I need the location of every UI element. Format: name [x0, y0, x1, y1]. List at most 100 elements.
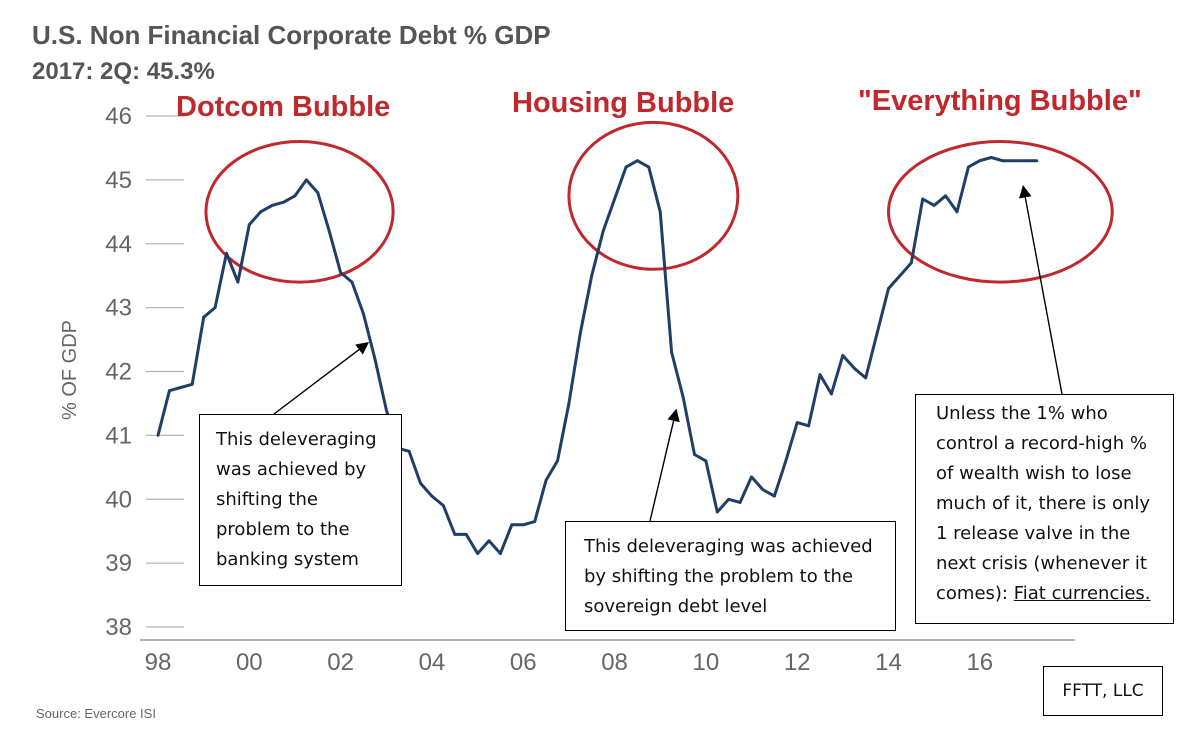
- data-point: [464, 532, 468, 536]
- data-point: [715, 510, 719, 514]
- x-tick-label: 98: [145, 649, 172, 676]
- data-point: [168, 389, 171, 393]
- data-point: [247, 223, 251, 226]
- data-point: [670, 350, 674, 354]
- data-point: [852, 366, 856, 370]
- data-point: [476, 552, 479, 555]
- bubble-circle: [204, 140, 395, 284]
- data-point: [578, 331, 582, 335]
- data-point: [499, 552, 502, 555]
- annotation-line: control a record-high %: [936, 433, 1147, 454]
- y-tick-label: 38: [105, 614, 132, 641]
- x-tick-label: 04: [419, 649, 446, 676]
- data-point: [453, 532, 457, 536]
- annotation-line: comes): Fiat currencies.: [936, 583, 1151, 604]
- annotation-line: This deleveraging was achieved: [584, 536, 873, 557]
- data-point: [179, 386, 183, 389]
- credit-text: FFTT, LLC: [1062, 681, 1144, 701]
- source-note: Source: Evercore ISI: [36, 706, 156, 721]
- data-point: [270, 204, 274, 207]
- chart-title: U.S. Non Financial Corporate Debt % GDP: [32, 20, 551, 50]
- x-tick-label: 10: [693, 649, 720, 676]
- data-point: [750, 475, 753, 479]
- data-point: [327, 229, 331, 233]
- data-point: [213, 306, 217, 310]
- annotation-arrow: [1019, 185, 1063, 395]
- data-point: [510, 523, 514, 527]
- data-point: [875, 331, 879, 335]
- data-point: [818, 373, 822, 377]
- x-tick-label: 00: [236, 649, 263, 676]
- data-point: [944, 194, 947, 198]
- y-tick-label: 42: [105, 359, 132, 386]
- data-point: [202, 315, 206, 319]
- data-point: [898, 274, 902, 278]
- annotation-box-sovereign: This deleveraging was achieved by shiftin…: [565, 521, 896, 631]
- credit-box: FFTT, LLC: [1043, 666, 1163, 716]
- annotation-arrows: [273, 185, 1063, 522]
- data-point: [635, 159, 639, 163]
- y-tick-label: 43: [105, 295, 132, 322]
- annotation-line: shifting the: [216, 489, 318, 510]
- series-line-debt-gdp: [156, 156, 1037, 555]
- data-point: [624, 165, 628, 169]
- y-tick-label: 40: [105, 486, 132, 513]
- data-point: [921, 197, 925, 201]
- data-point: [544, 478, 548, 482]
- data-point: [601, 229, 605, 233]
- annotation-line: Unless the 1% who: [936, 403, 1108, 424]
- annotation-arrow: [273, 341, 370, 415]
- data-point: [441, 504, 445, 508]
- data-point: [864, 376, 868, 380]
- annotation-line: problem to the: [216, 519, 350, 540]
- bubble-label: "Everything Bubble": [858, 85, 1142, 117]
- x-tick-label: 12: [784, 649, 811, 676]
- y-tick-label: 45: [105, 167, 132, 194]
- annotation-line: banking system: [216, 549, 359, 570]
- annotation-line: of wealth wish to lose: [936, 463, 1132, 484]
- data-point: [613, 197, 616, 201]
- bubble-circle: [887, 140, 1114, 284]
- annotation-emphasis: Fiat currencies.: [1013, 583, 1151, 604]
- data-point: [304, 178, 308, 182]
- data-point: [830, 392, 833, 396]
- y-tick-label: 46: [105, 103, 132, 130]
- data-point: [807, 424, 811, 428]
- data-point: [259, 210, 263, 214]
- y-axis: 38 39 40 41 42 43 44 45 46: [105, 103, 184, 641]
- data-point: [738, 501, 742, 504]
- data-point: [384, 408, 388, 412]
- annotation-line: sovereign debt level: [584, 596, 768, 617]
- data-point: [407, 449, 411, 453]
- x-tick-label: 14: [875, 649, 902, 676]
- data-point: [293, 194, 297, 198]
- annotation-arrow: [649, 408, 680, 522]
- series-points: [156, 156, 1039, 555]
- data-point: [727, 497, 731, 501]
- data-point: [225, 251, 228, 255]
- annotation-line: This deleveraging: [216, 429, 377, 450]
- y-tick-label: 44: [105, 231, 132, 258]
- data-point: [430, 494, 434, 498]
- data-point: [795, 421, 799, 424]
- data-point: [1035, 159, 1039, 163]
- data-point: [362, 312, 365, 316]
- data-point: [236, 280, 240, 284]
- data-point: [567, 402, 571, 405]
- data-point: [282, 200, 285, 204]
- data-point: [693, 453, 696, 456]
- x-axis: 98 00 02 04 06 08 10 12 14 16: [140, 639, 1075, 676]
- data-point: [156, 433, 160, 437]
- data-point: [373, 357, 377, 361]
- x-tick-label: 08: [601, 649, 628, 676]
- x-tick-label: 02: [327, 649, 354, 676]
- data-point: [967, 165, 970, 169]
- y-axis-label: % OF GDP: [59, 320, 81, 420]
- data-point: [1001, 159, 1005, 163]
- data-point: [932, 204, 936, 207]
- data-point: [841, 354, 845, 357]
- y-tick-label: 39: [105, 550, 132, 577]
- data-point: [487, 539, 491, 543]
- data-point: [316, 191, 320, 195]
